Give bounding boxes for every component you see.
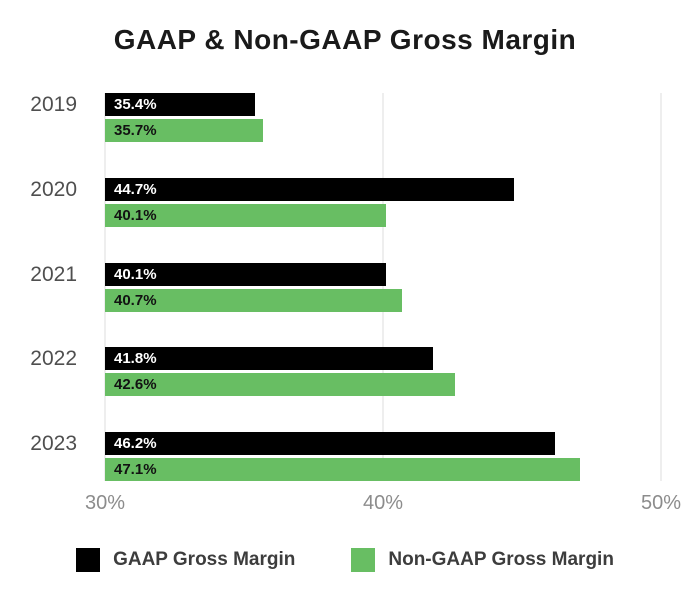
bar-value-label: 40.1% (114, 206, 157, 224)
y-axis-label: 2019 (30, 93, 77, 116)
bar-group: 2023 46.2% 47.1% (0, 432, 661, 481)
bar-group: 2021 40.1% 40.7% (0, 262, 661, 312)
bar-gaap-gross-margin: 46.2% (105, 432, 556, 455)
bar-pair: 40.1% 40.7% (105, 262, 661, 312)
gridline (660, 93, 662, 481)
legend-item-non-gaap: Non-GAAP Gross Margin (351, 548, 614, 572)
bar-pair: 46.2% 47.1% (105, 432, 661, 481)
bar-value-label: 41.8% (114, 350, 157, 368)
bar-non-gaap-gross-margin: 47.1% (105, 458, 581, 481)
bar-value-label: 46.2% (114, 435, 157, 452)
x-tick-label: 50% (640, 492, 682, 514)
bar-value-label: 35.7% (114, 122, 157, 139)
bar-value-label: 44.7% (114, 180, 157, 198)
bar-value-label: 35.4% (114, 96, 157, 113)
bar-non-gaap-gross-margin: 40.1% (105, 203, 386, 227)
gridline (382, 93, 384, 481)
x-tick-label: 30% (84, 492, 126, 514)
bar-pair: 44.7% 40.1% (105, 177, 661, 227)
bar-value-label: 40.1% (114, 265, 157, 283)
bar-non-gaap-gross-margin: 40.7% (105, 288, 403, 312)
bar-group: 2020 44.7% 40.1% (0, 177, 661, 227)
y-axis-label: 2020 (30, 177, 77, 201)
bar-gaap-gross-margin: 35.4% (105, 93, 256, 116)
bar-non-gaap-gross-margin: 35.7% (105, 119, 264, 142)
bar-value-label: 40.7% (114, 291, 157, 309)
gridlines (104, 93, 662, 481)
y-axis-label: 2022 (30, 347, 77, 371)
chart-title: GAAP & Non-GAAP Gross Margin (113, 24, 577, 55)
gridline (104, 93, 106, 481)
bar-value-label: 47.1% (114, 461, 157, 478)
bar-pair: 41.8% 42.6% (105, 347, 661, 397)
x-axis: 30% 40% 50% (85, 492, 681, 516)
legend-item-gaap: GAAP Gross Margin (76, 548, 295, 572)
bar-group: 2019 35.4% 35.7% (0, 93, 661, 142)
bar-pair: 35.4% 35.7% (105, 93, 661, 142)
legend: GAAP Gross Margin Non-GAAP Gross Margin (0, 548, 690, 572)
legend-swatch-gaap (76, 548, 101, 572)
bar-group: 2022 41.8% 42.6% (0, 347, 661, 397)
bar-value-label: 42.6% (114, 376, 157, 394)
bar-gaap-gross-margin: 40.1% (105, 262, 386, 286)
legend-label-non-gaap: Non-GAAP Gross Margin (388, 549, 614, 570)
y-axis-label: 2021 (30, 262, 77, 286)
y-axis-label: 2023 (30, 432, 77, 455)
chart-rows: 2019 35.4% 35.7% 2020 44.7% 40.1% 2021 40.1% 40.… (0, 93, 661, 481)
x-tick-label: 40% (362, 492, 404, 514)
bar-gaap-gross-margin: 41.8% (105, 347, 434, 371)
bar-gaap-gross-margin: 44.7% (105, 177, 514, 201)
bar-non-gaap-gross-margin: 42.6% (105, 373, 456, 397)
legend-label-gaap: GAAP Gross Margin (113, 549, 296, 570)
legend-swatch-non-gaap (351, 548, 376, 572)
